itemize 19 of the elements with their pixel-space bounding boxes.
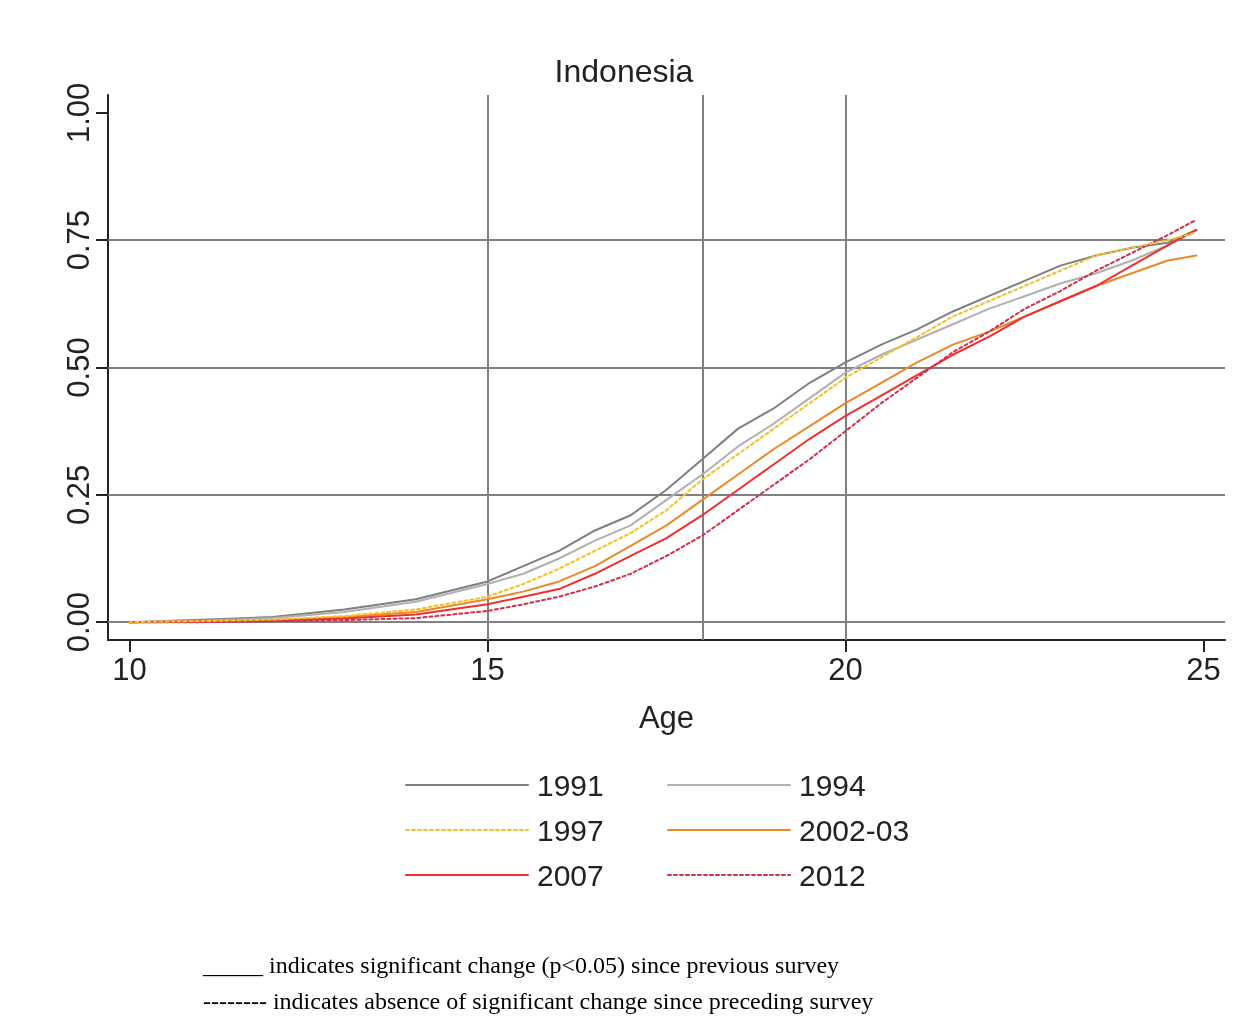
- y-tick-label: 0.50: [61, 337, 96, 398]
- legend-label: 2002-03: [799, 813, 910, 847]
- x-tick-label: 15: [470, 652, 505, 687]
- text: -------- indicates absence of significant change since preceding survey: [203, 988, 874, 1014]
- y-tick-label: 0.25: [61, 464, 96, 526]
- text: _____ indicates significant change (p<0.05) since previous survey: [202, 952, 840, 978]
- legend-label: 2012: [799, 858, 866, 892]
- y-tick-label: 1.00: [61, 82, 96, 143]
- legend-label: 2007: [537, 858, 604, 892]
- x-tick-label: 20: [828, 652, 863, 687]
- y-tick-label: 0.75: [61, 209, 96, 271]
- chart-title: Indonesia: [554, 53, 694, 89]
- legend-label: 1991: [537, 768, 604, 802]
- x-tick-label: 25: [1186, 652, 1221, 687]
- legend-label: 1997: [537, 813, 604, 847]
- legend-label: 1994: [799, 768, 866, 802]
- y-tick-label: 0.00: [61, 592, 96, 653]
- x-axis-title: Age: [638, 700, 695, 735]
- x-tick-label: 10: [112, 652, 147, 687]
